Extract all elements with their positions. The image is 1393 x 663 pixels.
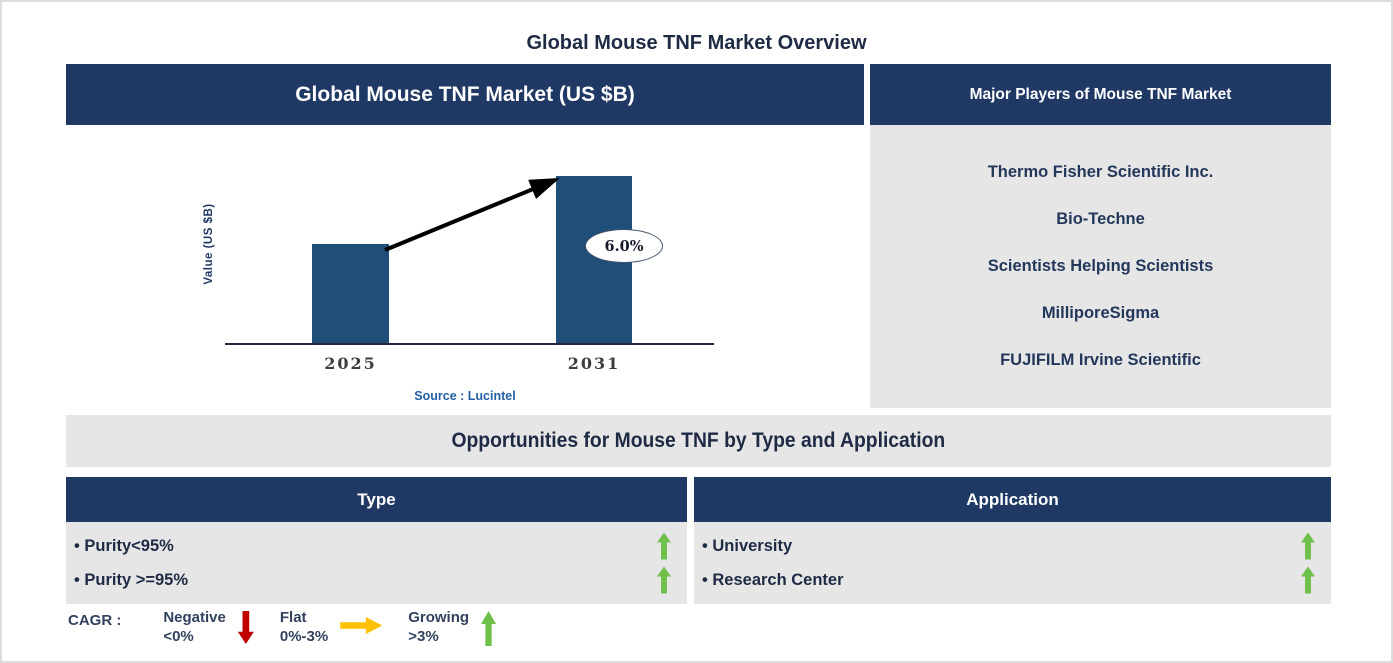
legend-entry-growing: Growing >3% — [408, 609, 497, 647]
list-item: FUJIFILM Irvine Scientific — [1000, 351, 1201, 369]
list-item: Purity >=95% — [74, 566, 671, 594]
legend-entry-negative: Negative <0% — [163, 609, 254, 647]
legend-entry-range: >3% — [408, 627, 439, 645]
cagr-legend: CAGR : Negative <0% Flat 0%-3% Growing >… — [68, 609, 522, 647]
chart-source: Source : Lucintel — [414, 389, 516, 403]
plot-area: 6.0% — [225, 152, 714, 345]
list-item: Research Center — [702, 566, 1315, 594]
up-arrow-icon — [657, 532, 671, 560]
application-column-header-label: Application — [966, 489, 1059, 509]
legend-entry-name: Negative — [163, 609, 226, 626]
legend-entry-flat: Flat 0%-3% — [279, 609, 383, 647]
players-list: Thermo Fisher Scientific Inc. Bio-Techne… — [870, 125, 1331, 408]
type-column-header-label: Type — [357, 489, 396, 509]
up-arrow-icon — [1301, 566, 1315, 594]
list-item: Purity<95% — [74, 532, 671, 560]
list-item: University — [702, 532, 1315, 560]
x-tick-2031: 2031 — [567, 354, 621, 373]
players-panel-header-label: Major Players of Mouse TNF Market — [969, 85, 1232, 103]
right-arrow-icon — [340, 617, 383, 634]
legend-entry-range: <0% — [163, 627, 194, 645]
x-axis-line — [225, 343, 714, 345]
legend-entry-range: 0%-3% — [279, 627, 329, 645]
cagr-annotation-value: 6.0% — [604, 237, 644, 255]
type-column-header: Type — [66, 477, 687, 522]
opportunities-title: Opportunities for Mouse TNF by Type and … — [451, 429, 946, 452]
application-column-body: University Research Center — [694, 522, 1331, 604]
type-item-label: Purity<95% — [74, 537, 173, 556]
application-column-header: Application — [694, 477, 1331, 522]
bar-2025 — [312, 244, 389, 343]
chart-panel-header-label: Global Mouse TNF Market (US $B) — [295, 82, 635, 106]
legend-entry-name: Growing — [408, 609, 470, 626]
page-title: Global Mouse TNF Market Overview — [526, 32, 867, 54]
y-axis-label: Value (US $B) — [203, 203, 215, 285]
cagr-legend-label: CAGR : — [68, 612, 122, 629]
list-item: Scientists Helping Scientists — [987, 257, 1214, 275]
market-bar-chart: Value (US $B) 6.0% 2025 2031 Source : Lu… — [66, 125, 864, 417]
legend-entry-name: Flat — [279, 609, 307, 626]
application-item-label: Research Center — [702, 571, 843, 590]
application-item-label: University — [702, 537, 792, 556]
opportunities-title-bar: Opportunities for Mouse TNF by Type and … — [66, 415, 1331, 467]
list-item: Thermo Fisher Scientific Inc. — [987, 163, 1214, 181]
down-arrow-icon — [237, 611, 254, 644]
trend-arrow-icon — [384, 178, 560, 252]
type-column-body: Purity<95% Purity >=95% — [66, 522, 687, 604]
chart-panel-header: Global Mouse TNF Market (US $B) — [66, 64, 864, 125]
list-item: MilliporeSigma — [1041, 304, 1160, 322]
up-arrow-icon — [481, 611, 497, 646]
up-arrow-icon — [657, 566, 671, 594]
type-item-label: Purity >=95% — [74, 571, 188, 590]
list-item: Bio-Techne — [1056, 210, 1145, 228]
x-tick-2025: 2025 — [324, 354, 377, 373]
up-arrow-icon — [1301, 532, 1315, 560]
players-panel-header: Major Players of Mouse TNF Market — [870, 64, 1331, 125]
cagr-annotation-bubble: 6.0% — [585, 229, 663, 263]
